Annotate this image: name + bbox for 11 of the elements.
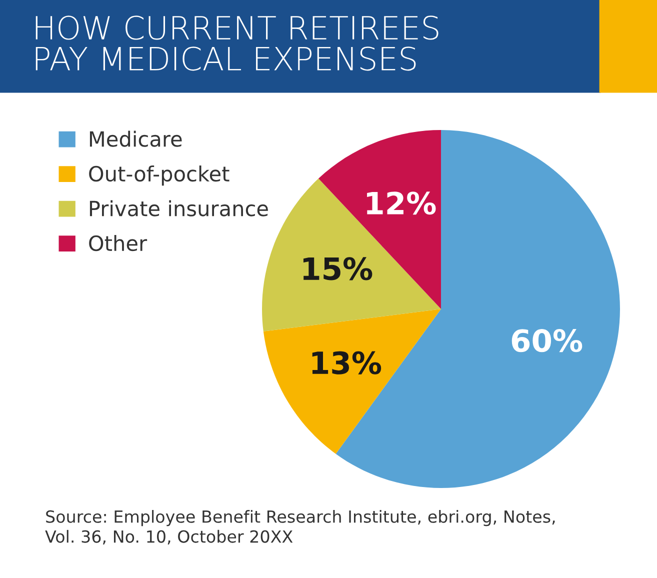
data-label: 13% <box>312 351 382 374</box>
source-note: Source: Employee Benefit Research Institute, ebri.org, Notes, Vol. 36, No. 10, October 20XX <box>45 510 555 545</box>
data-label: 12% <box>367 192 436 215</box>
pie-slice <box>263 309 441 454</box>
legend-label: Private insurance <box>90 200 268 216</box>
data-label: 60% <box>512 329 582 352</box>
data-label: 15% <box>303 257 372 280</box>
chart-title: HOW CURRENT RETIREES PAY MEDICAL EXPENSES <box>36 16 438 71</box>
legend-label: Other <box>89 234 148 252</box>
legend-label: Medicare <box>90 130 182 147</box>
legend-label: Out-of-pocket <box>89 165 230 186</box>
